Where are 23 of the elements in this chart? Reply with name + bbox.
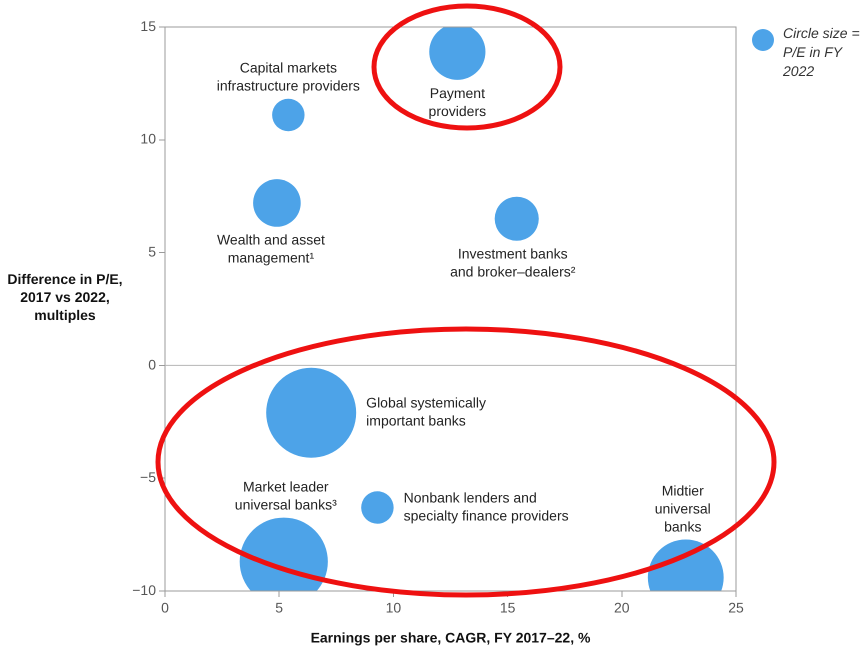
series-label: Payment providers — [428, 84, 486, 119]
x-tick-label: 25 — [728, 599, 744, 616]
x-tick-label: 5 — [275, 599, 284, 616]
x-tick-label: 10 — [386, 599, 402, 616]
x-tick-label: 0 — [161, 599, 170, 616]
text: Circle size = P/E in FY 2022 — [783, 24, 861, 81]
series-label: Market leader universal banks³ — [234, 478, 338, 512]
series-label: Investment banks and broker–dealers² — [450, 246, 576, 280]
y-tick-label: 0 — [148, 356, 156, 372]
series-label: Nonbank lenders and specialty finance providers — [404, 489, 569, 524]
series-label: Capital markets infrastructure providers — [216, 60, 360, 94]
x-tick-label: 20 — [614, 599, 630, 616]
y-tick-label: −5 — [140, 469, 156, 486]
series-label: Global systemically important banks — [366, 394, 486, 429]
y-tick-label: −10 — [132, 582, 156, 598]
series-label: Midtier universal banks — [654, 482, 711, 534]
series-label: Wealth and asset management¹ — [216, 232, 325, 266]
y-axis-title: Difference in P/E, 2017 vs 2022, multiples — [6, 270, 124, 324]
y-tick-label: 5 — [148, 243, 156, 260]
x-tick-label: 15 — [500, 599, 516, 616]
y-tick-label: 10 — [140, 130, 156, 147]
x-axis-title: Earnings per share, CAGR, FY 2017–22, % — [310, 629, 591, 646]
y-tick-label: 15 — [140, 18, 156, 34]
